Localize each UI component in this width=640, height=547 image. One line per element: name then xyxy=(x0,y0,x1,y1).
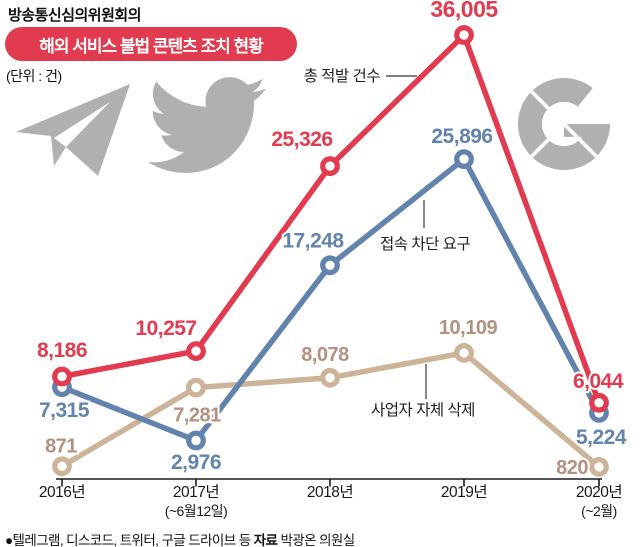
x-axis-subnote: (~2월) xyxy=(581,503,617,519)
footnote-source: 박광온 의원실 xyxy=(280,533,355,547)
data-label: 25,326 xyxy=(271,128,332,151)
telegram-icon xyxy=(16,84,130,176)
x-axis-label: 2016년 xyxy=(39,483,85,501)
data-label: 5,224 xyxy=(576,426,627,449)
data-point xyxy=(320,367,340,388)
data-label: 36,005 xyxy=(430,0,498,22)
data-point xyxy=(52,366,72,387)
x-axis-label: 2017년 xyxy=(173,483,219,501)
page-title: 해외 서비스 불법 콘텐츠 조치 현황 xyxy=(5,27,297,61)
organization-name: 방송통신심의위원회의 xyxy=(8,7,142,24)
data-label: 10,109 xyxy=(439,317,498,339)
data-point xyxy=(186,377,206,398)
series-annotation: 접속 차단 요구 xyxy=(380,235,470,253)
data-label: 10,257 xyxy=(135,317,196,340)
data-label: 7,315 xyxy=(39,399,90,422)
x-axis-label: 2018년 xyxy=(307,483,353,501)
data-point xyxy=(52,456,72,477)
unit-note: (단위 : 건) xyxy=(6,68,62,84)
data-point xyxy=(454,343,474,363)
data-label: 8,078 xyxy=(301,344,349,366)
data-point xyxy=(320,255,340,276)
data-point xyxy=(589,392,609,413)
data-point xyxy=(454,149,474,170)
x-axis-subnote: (~6월12일) xyxy=(165,503,228,519)
series-annotation: 총 적발 건수 xyxy=(304,67,381,85)
data-point xyxy=(186,430,206,451)
twitter-icon xyxy=(148,77,266,173)
footnote-services: ●텔레그램, 디스코드, 트위터, 구글 드라이브 등 xyxy=(5,533,251,547)
x-axis-label: 2020년 xyxy=(576,483,622,501)
data-point xyxy=(186,341,206,362)
data-label: 8,186 xyxy=(37,339,87,362)
data-point xyxy=(454,25,474,45)
google-icon xyxy=(518,78,610,170)
data-point xyxy=(320,156,340,177)
data-label: 7,281 xyxy=(173,405,221,427)
data-label: 17,248 xyxy=(282,229,344,252)
footnote-source-label: 자료 xyxy=(253,533,278,547)
footnote: ●텔레그램, 디스코드, 트위터, 구글 드라이브 등 자료 박광온 의원실 xyxy=(5,529,355,547)
data-label: 820 xyxy=(556,457,588,479)
data-label: 6,044 xyxy=(573,370,624,393)
data-label: 25,896 xyxy=(431,125,492,148)
data-label: 2,976 xyxy=(171,451,221,474)
series-annotation: 사업자 자체 삭제 xyxy=(371,401,475,419)
data-label: 871 xyxy=(45,435,77,457)
data-point xyxy=(589,457,609,477)
x-axis-label: 2019년 xyxy=(441,483,487,501)
